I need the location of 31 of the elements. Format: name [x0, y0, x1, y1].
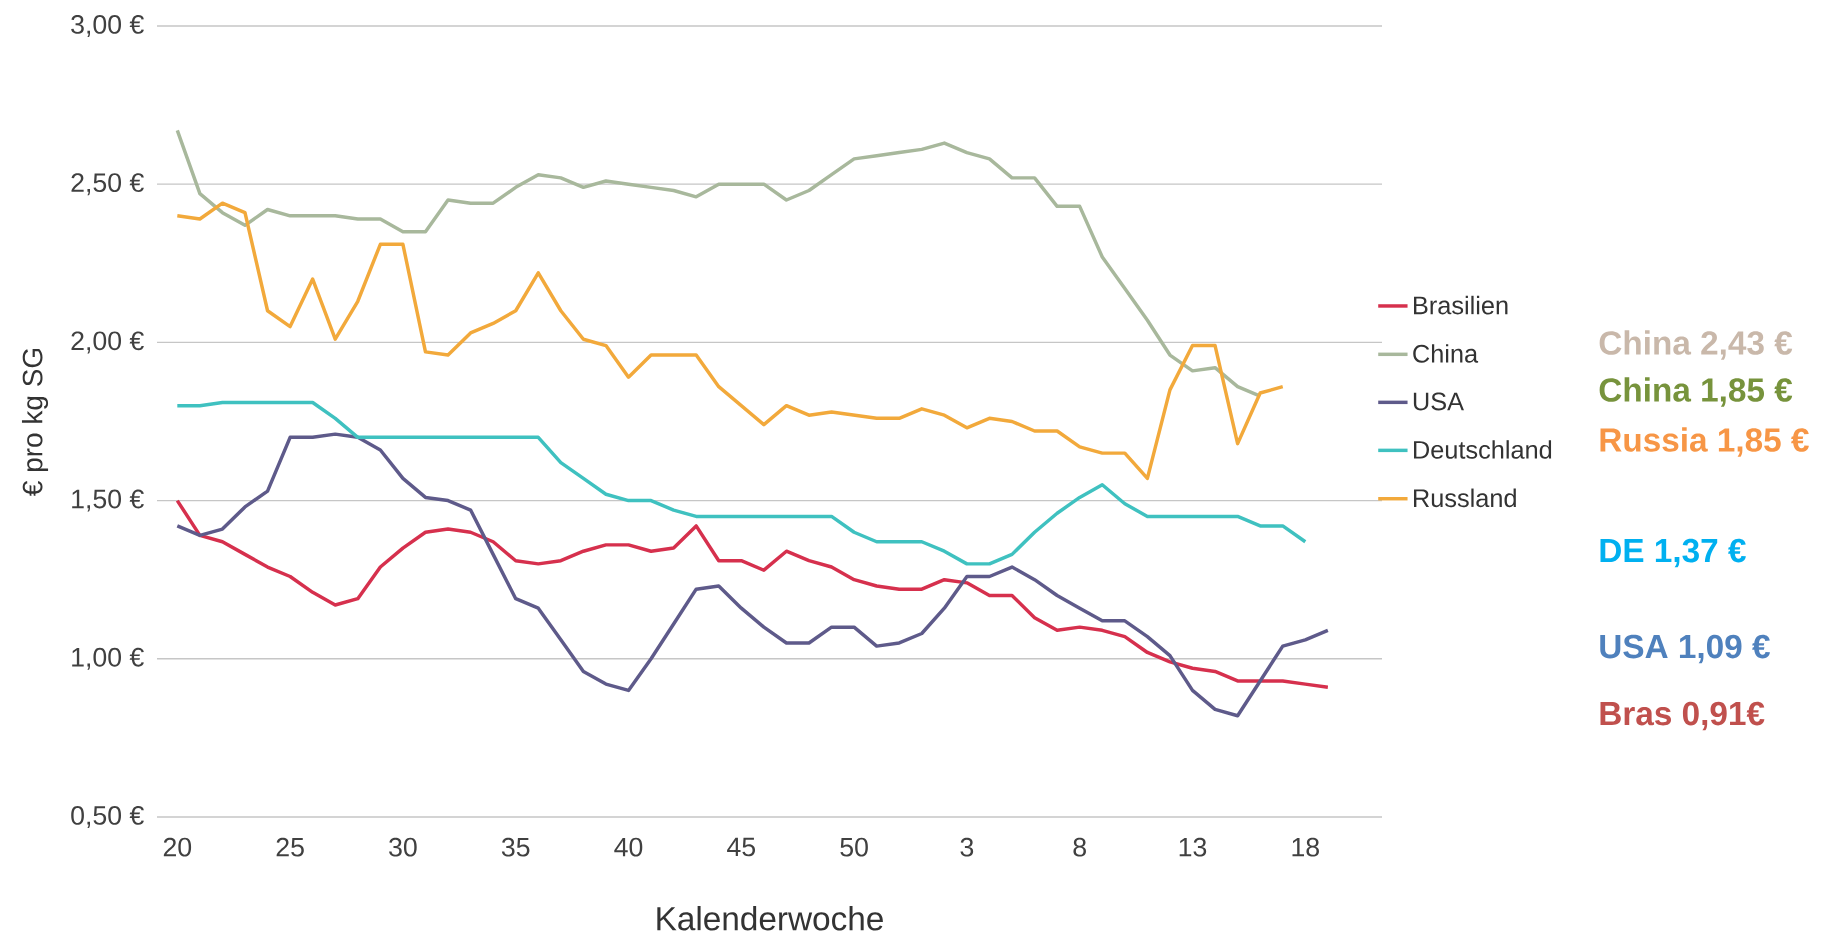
y-tick-label: 3,00 €: [71, 14, 144, 38]
text: Russia 1,85 €: [1600, 427, 1809, 457]
line-series: [175, 432, 1330, 718]
x-tick-label: 50: [840, 837, 868, 857]
x-tick-label: 45: [727, 837, 756, 857]
legend-label: USA: [1413, 392, 1464, 411]
x-tick-label: 8: [1073, 837, 1086, 857]
y-tick-label: 2,00 €: [71, 331, 144, 354]
legend-label: Brasilien: [1414, 295, 1508, 315]
y-tick-label: 2,50 €: [71, 173, 144, 196]
x-tick-label: 35: [501, 837, 530, 857]
x-tick-label: 30: [389, 837, 417, 857]
y-axis-title: € pro kg SG: [21, 348, 49, 496]
text: USA 1,09 €: [1600, 634, 1770, 664]
y-tick-label: 1,00 €: [72, 647, 144, 670]
x-axis-title: Kalenderwoche: [657, 906, 883, 931]
legend-label: China: [1413, 344, 1479, 363]
y-tick-label: 0,50 €: [71, 805, 144, 828]
x-tick-label: 3: [960, 837, 974, 857]
x-tick-label: 25: [276, 837, 304, 857]
x-tick-label: 20: [163, 837, 192, 857]
x-tick-label: 40: [614, 837, 643, 857]
y-tick-label: 1,50 €: [72, 489, 144, 512]
text: China 2,43 €: [1599, 330, 1793, 360]
legend-label: Deutschland: [1414, 440, 1552, 459]
text: Bras 0,91€: [1600, 701, 1765, 731]
x-tick-label: 13: [1179, 837, 1207, 857]
legend-label: Russland: [1414, 488, 1516, 508]
x-tick-label: 18: [1292, 837, 1319, 857]
text: China 1,85 €: [1599, 377, 1793, 407]
text: DE 1,37 €: [1600, 538, 1746, 568]
